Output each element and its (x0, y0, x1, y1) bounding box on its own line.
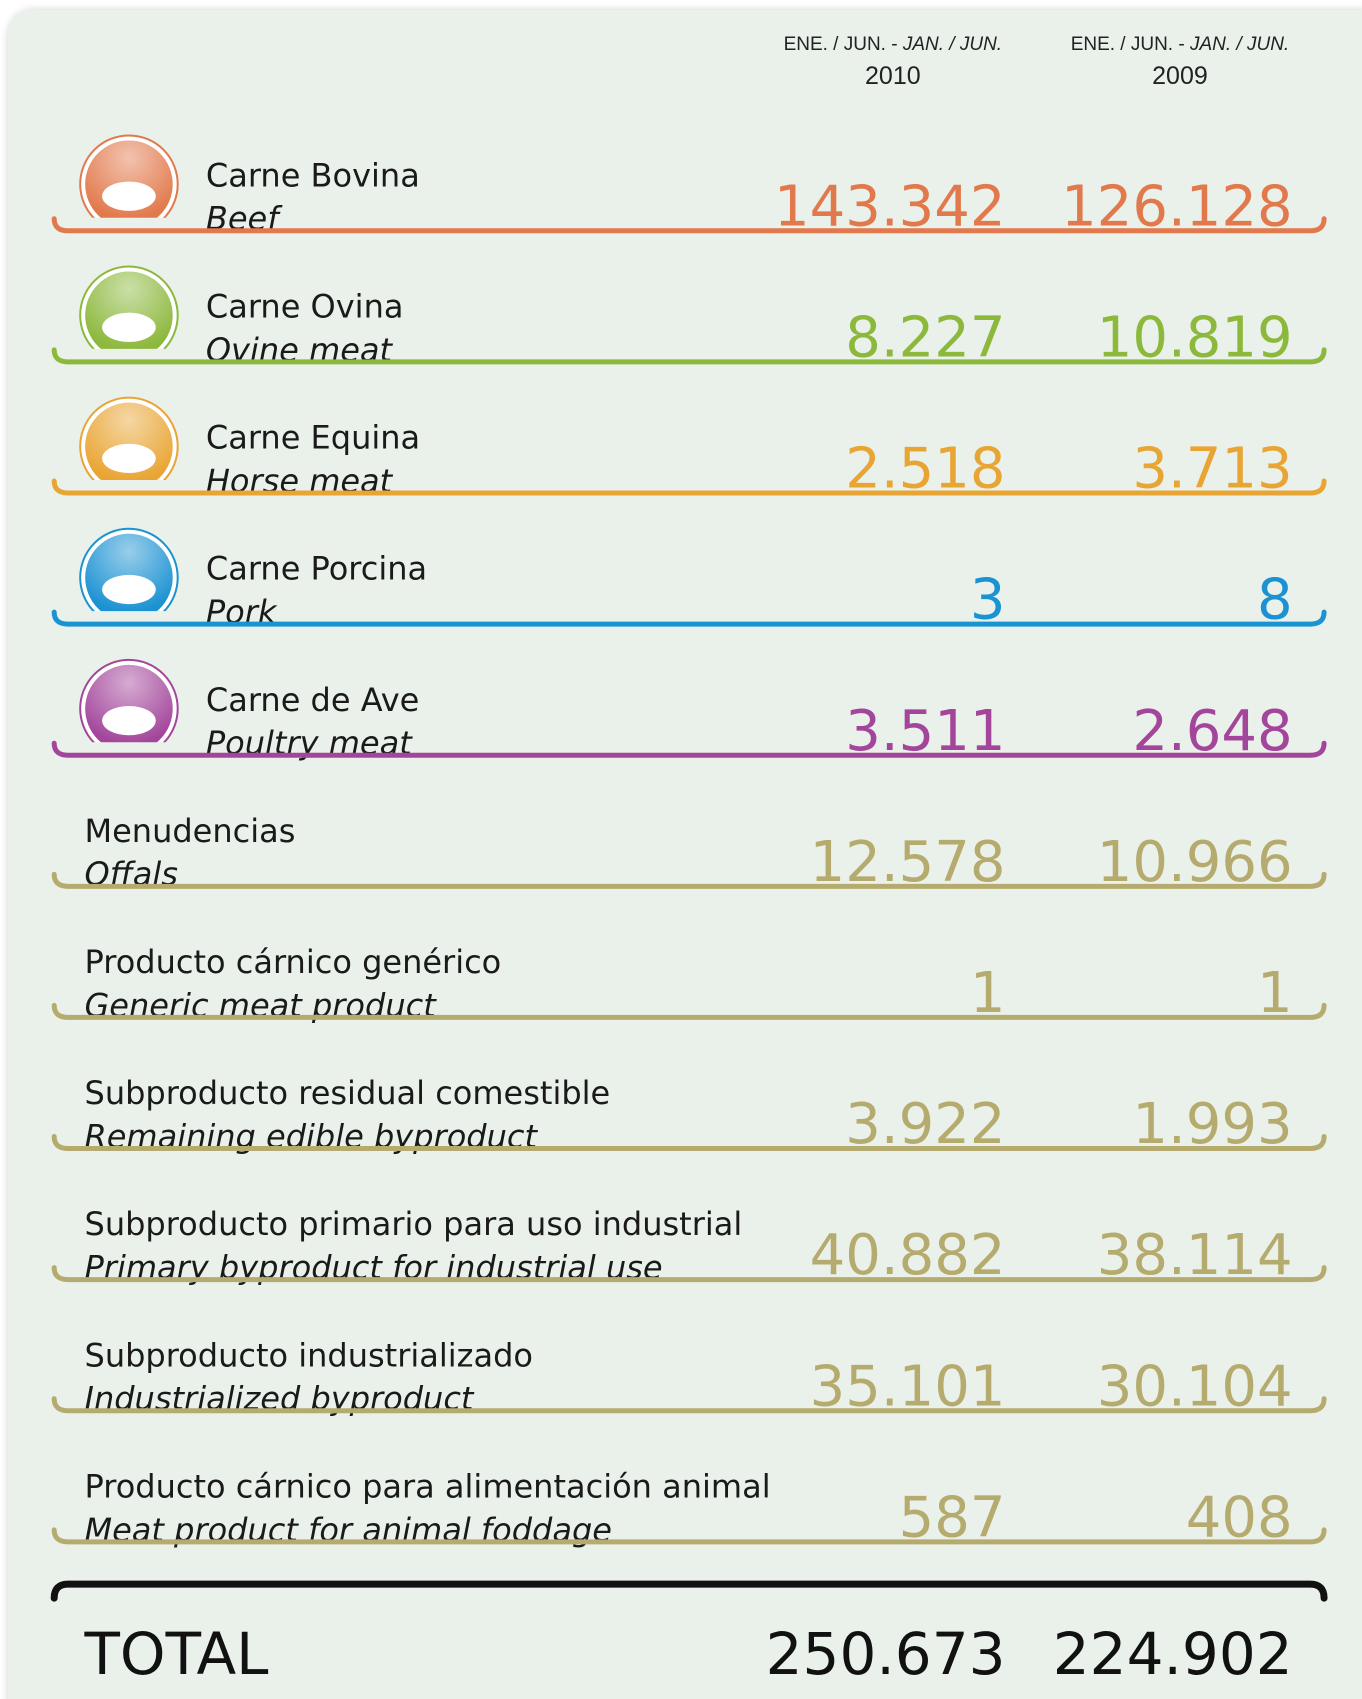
row-underline (51, 1002, 1327, 1020)
row-label-es: Carne de Ave (206, 681, 420, 719)
row-underline (51, 740, 1327, 758)
row-icon (79, 396, 179, 481)
row-underline (51, 871, 1327, 889)
card (8, 10, 1362, 1699)
row-icon (79, 527, 179, 612)
period-en: JAN. / JUN. (902, 34, 1002, 55)
row-label-es: Subproducto industrializado (85, 1336, 533, 1374)
total-value: 224.902 (1053, 1620, 1293, 1688)
icon-animal (102, 574, 156, 605)
period-es: ENE. / JUN. - (784, 34, 898, 55)
row-icon (79, 134, 179, 218)
total-rule (50, 1580, 1328, 1602)
icon-animal (102, 312, 156, 342)
row-icon (79, 265, 179, 349)
row-label-es: Subproducto residual comestible (85, 1074, 611, 1112)
column-year: 2009 (1152, 62, 1208, 90)
row-underline (51, 1134, 1327, 1152)
row-label-es: Carne Ovina (206, 287, 404, 325)
icon-animal (102, 443, 156, 474)
column-year: 2010 (865, 62, 921, 90)
row-underline (51, 1396, 1327, 1414)
row-label-es: Subproducto primario para uso industrial (85, 1205, 743, 1243)
total-label: TOTAL (84, 1620, 269, 1688)
row-underline (51, 347, 1327, 365)
row-label-es: Carne Bovina (206, 156, 420, 194)
total-value: 250.673 (766, 1620, 1006, 1688)
column-period: ENE. / JUN. - JAN. / JUN. (784, 34, 1003, 55)
row-underline (51, 216, 1327, 234)
row-label-es: Producto cárnico genérico (85, 943, 502, 981)
row-underline (51, 1527, 1327, 1545)
row-underline (51, 1265, 1327, 1283)
icon-animal (102, 181, 156, 211)
row-underline (51, 478, 1327, 496)
period-es: ENE. / JUN. - (1071, 34, 1185, 55)
column-period: ENE. / JUN. - JAN. / JUN. (1071, 34, 1290, 55)
row-label-es: Carne Porcina (206, 550, 427, 588)
row-underline (51, 609, 1327, 627)
row-label-es: Carne Equina (206, 419, 420, 457)
row-label-es: Menudencias (85, 812, 296, 850)
icon-animal (102, 706, 156, 736)
period-en: JAN. / JUN. (1189, 34, 1289, 55)
row-icon (79, 658, 179, 743)
row-label-es: Producto cárnico para alimentación anima… (85, 1467, 771, 1505)
